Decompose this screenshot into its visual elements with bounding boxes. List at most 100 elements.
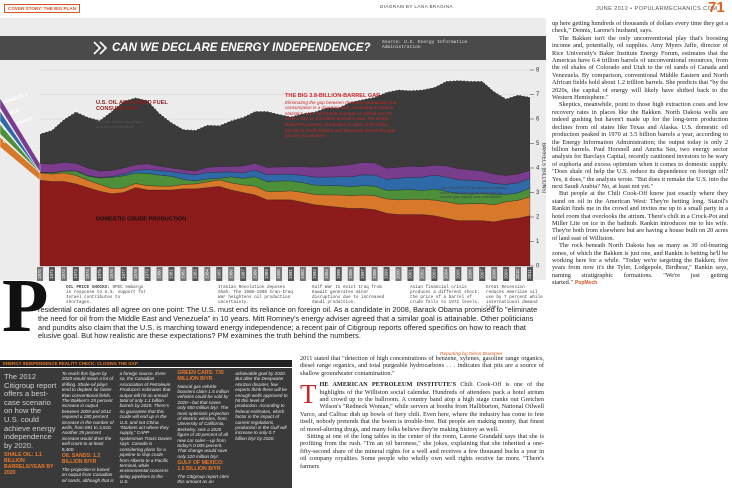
- x-tick-label: 1986: [228, 269, 233, 279]
- x-tick-label: 2005: [455, 269, 460, 279]
- year-tag: [371, 267, 378, 281]
- x-tick-label: 2000: [396, 269, 401, 279]
- year-tag: [252, 267, 259, 281]
- year-tag: [407, 267, 414, 281]
- section-tag: COVER STORY: THE BIG PLAN: [4, 4, 81, 13]
- consumption-label: U.S. OIL AND LIQUID FUEL CONSUMPTION: [96, 100, 168, 113]
- year-tag: [156, 267, 163, 281]
- x-tick-label: 1992: [300, 269, 305, 279]
- issue-line: JUNE 2012 • POPULARMECHANICS.COM: [596, 6, 718, 12]
- x-tick-label: 1987: [240, 269, 245, 279]
- year-tag: [37, 267, 43, 281]
- year-tag: [168, 267, 175, 281]
- section-heading: GULF OF MEXICO: 1.6 BILLION B/YR: [177, 460, 224, 473]
- x-tick-label: 1996: [348, 269, 353, 279]
- x-tick-label: 1982: [181, 269, 186, 279]
- year-tag: [515, 267, 522, 281]
- year-tag: [228, 267, 235, 281]
- x-tick-label: 1988: [252, 269, 257, 279]
- year-tag: [84, 267, 91, 281]
- x-tick-label: 1989: [264, 269, 269, 279]
- article-middle: 2011 stated that "detection of high conc…: [300, 355, 544, 470]
- y-tick-label: 8: [536, 68, 540, 74]
- page-number: 71: [708, 0, 725, 16]
- year-tag: [347, 267, 354, 281]
- y-tick-label: 4: [536, 166, 540, 172]
- gap-note: THE BIG 3.8-BILLION-BARREL GAP Eliminatin…: [285, 93, 397, 139]
- x-tick-label: 1980: [157, 269, 162, 279]
- year-tag: [395, 267, 402, 281]
- year-tag: [299, 267, 306, 281]
- paragraph: Skeptics, meanwhile, point to those high…: [552, 101, 728, 190]
- year-tag: [467, 267, 474, 281]
- consumption-line: [39, 79, 531, 135]
- event-text: OPEC embargo in response to U.S. support…: [66, 285, 146, 305]
- x-tick-label: 1977: [121, 269, 126, 279]
- year-tag: [491, 267, 498, 281]
- year-tag: [323, 267, 330, 281]
- gap-title: THE BIG 3.8-BILLION-BARREL GAP: [285, 93, 380, 99]
- legend-ribbon: [0, 136, 41, 181]
- year-tag: [60, 267, 67, 281]
- year-tag: [287, 267, 294, 281]
- event-note: Asian financial crisis produces a differ…: [410, 285, 480, 305]
- section-text: Natural gas vehicle boosters claim 1.5 m…: [177, 383, 229, 459]
- reality-check-tag: ENERGY INDEPENDENCE REALITY CHECK: CLOSI…: [0, 360, 292, 367]
- domestic-note: Total DOMESTIC production including crud…: [440, 185, 508, 200]
- y-tick-label: 2: [536, 215, 540, 221]
- y-tick-label: 1: [536, 239, 540, 245]
- x-tick-label: 1976: [109, 269, 114, 279]
- year-tag: [120, 267, 127, 281]
- x-tick-label: 1990: [276, 269, 281, 279]
- year-tag: [204, 267, 211, 281]
- section-text: To reach this figure by 2020 would mean …: [61, 371, 114, 452]
- x-tick-label: 1972: [61, 269, 66, 279]
- x-tick-label: 1979: [145, 269, 150, 279]
- year-tag: [383, 267, 390, 281]
- x-tick-label: 1995: [336, 269, 341, 279]
- year-tag: [180, 267, 187, 281]
- year-tag: [192, 267, 199, 281]
- title-banner: [0, 36, 546, 60]
- x-tick-label: 1978: [133, 269, 138, 279]
- year-tag: [479, 267, 486, 281]
- paragraph: 2011 stated that "detection of high conc…: [300, 355, 544, 377]
- year-tag: [359, 267, 366, 281]
- x-tick-label: 1983: [193, 269, 198, 279]
- consumption-note: Includes liquid natural gas, ethanol and…: [96, 119, 144, 129]
- event-note: Iranian Revolution deposes Shah. The 198…: [218, 285, 293, 305]
- paragraph: The Bakken isn't the only unconventional…: [552, 34, 728, 102]
- year-tag: [216, 267, 223, 281]
- year-tag: [419, 267, 426, 281]
- paragraph: Chili Cook-Off is one of the highlights …: [300, 381, 544, 433]
- y-tick-label: 3: [536, 190, 540, 196]
- article-right: up here getting hundreds of thousands of…: [552, 20, 728, 488]
- x-tick-label: 2004: [443, 269, 448, 279]
- year-tag: [443, 267, 450, 281]
- paragraph: But people at the Chili Cook-Off know ju…: [552, 190, 728, 242]
- x-tick-label: 1997: [360, 269, 365, 279]
- chart: CAN WE DECLARE ENERGY INDEPENDENCE? 0 1 2 3 4…: [0, 18, 546, 281]
- reality-check-intro: The 2012 Citigroup report offers a best-…: [4, 372, 57, 450]
- year-tag: [240, 267, 247, 281]
- banner-chevrons: [93, 41, 108, 55]
- chart-title: CAN WE DECLARE ENERGY INDEPENDENCE?: [112, 42, 371, 54]
- year-tag: [132, 267, 139, 281]
- year-tag: [455, 267, 462, 281]
- x-tick-label: 1994: [324, 269, 329, 279]
- year-tag: [503, 267, 510, 281]
- end-mark: PopMech: [574, 280, 598, 287]
- legend-label: CANADA: [2, 133, 22, 144]
- x-tick-label: 1975: [97, 269, 102, 279]
- x-tick-label: 2007: [479, 269, 484, 279]
- reporting-credit: Reporting by Glenn Brummer: [440, 352, 503, 357]
- year-tag: [276, 267, 283, 281]
- event-note: Great Recession reduces American oil use…: [486, 285, 543, 310]
- y-tick-label: 7: [536, 92, 540, 98]
- x-tick-label: 2003: [432, 269, 437, 279]
- x-tick-label: 1973: [73, 269, 78, 279]
- x-tick-label: 2008: [491, 269, 496, 279]
- x-tick-label: 1984: [204, 269, 209, 279]
- year-tag: [264, 267, 271, 281]
